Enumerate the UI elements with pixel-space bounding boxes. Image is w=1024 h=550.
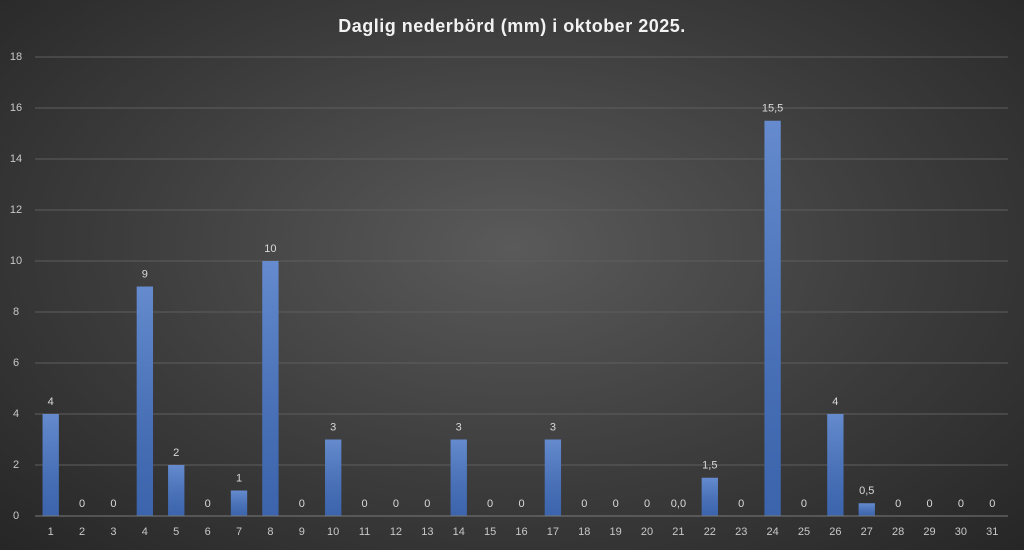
data-label: 0 xyxy=(424,498,430,510)
x-tick-label: 14 xyxy=(453,526,465,538)
bar xyxy=(168,465,185,516)
y-tick-label: 10 xyxy=(10,255,22,267)
x-tick-label: 5 xyxy=(173,526,179,538)
bar xyxy=(262,261,279,516)
data-label: 0 xyxy=(958,498,964,510)
x-tick-label: 7 xyxy=(236,526,242,538)
x-tick-label: 25 xyxy=(798,526,810,538)
data-label: 0 xyxy=(581,498,587,510)
y-tick-label: 14 xyxy=(10,153,22,165)
y-tick-label: 8 xyxy=(13,306,19,318)
y-tick-label: 2 xyxy=(13,459,19,471)
y-tick-label: 18 xyxy=(10,51,22,63)
bar xyxy=(764,120,781,516)
data-label: 2 xyxy=(173,447,179,459)
bar xyxy=(42,414,59,516)
x-tick-label: 28 xyxy=(892,526,904,538)
data-label: 0 xyxy=(362,498,368,510)
data-label: 3 xyxy=(330,421,336,433)
x-tick-label: 30 xyxy=(955,526,967,538)
bar xyxy=(450,439,467,516)
x-tick-label: 22 xyxy=(704,526,716,538)
data-label: 0 xyxy=(518,498,524,510)
x-tick-label: 4 xyxy=(142,526,148,538)
y-tick-label: 6 xyxy=(13,357,19,369)
data-label: 0 xyxy=(895,498,901,510)
bar xyxy=(325,439,342,516)
x-tick-label: 2 xyxy=(79,526,85,538)
data-label: 9 xyxy=(142,268,148,280)
data-label: 4 xyxy=(48,396,54,408)
x-tick-label: 9 xyxy=(299,526,305,538)
x-tick-label: 3 xyxy=(110,526,116,538)
y-tick-label: 0 xyxy=(13,510,19,522)
x-tick-label: 23 xyxy=(735,526,747,538)
x-tick-label: 1 xyxy=(48,526,54,538)
chart-title: Daglig nederbörd (mm) i oktober 2025. xyxy=(338,16,686,36)
bar xyxy=(230,490,248,516)
data-label: 0 xyxy=(393,498,399,510)
x-tick-label: 21 xyxy=(672,526,684,538)
data-label: 0,0 xyxy=(671,498,686,510)
data-label: 0,5 xyxy=(859,485,874,497)
x-tick-label: 16 xyxy=(515,526,527,538)
data-label: 0 xyxy=(738,498,744,510)
data-label: 0 xyxy=(613,498,619,510)
x-tick-label: 11 xyxy=(359,526,370,538)
data-label: 0 xyxy=(299,498,305,510)
x-tick-label: 18 xyxy=(578,526,590,538)
x-tick-label: 19 xyxy=(610,526,622,538)
x-tick-label: 10 xyxy=(327,526,339,538)
y-tick-label: 4 xyxy=(13,408,19,420)
data-label: 4 xyxy=(832,396,838,408)
data-label: 15,5 xyxy=(762,103,783,115)
data-label: 0 xyxy=(487,498,493,510)
x-tick-label: 27 xyxy=(861,526,873,538)
bar xyxy=(544,439,562,516)
x-tick-label: 15 xyxy=(484,526,496,538)
data-label: 0 xyxy=(205,498,211,510)
x-tick-label: 29 xyxy=(923,526,935,538)
x-tick-label: 17 xyxy=(547,526,559,538)
x-tick-label: 26 xyxy=(829,526,841,538)
data-label: 0 xyxy=(926,498,932,510)
data-label: 3 xyxy=(550,421,556,433)
data-label: 0 xyxy=(644,498,650,510)
data-label: 10 xyxy=(264,243,276,255)
x-tick-label: 13 xyxy=(421,526,433,538)
data-label: 0 xyxy=(989,498,995,510)
data-label: 0 xyxy=(79,498,85,510)
data-label: 1,5 xyxy=(702,460,717,472)
bar xyxy=(827,414,844,516)
y-tick-label: 16 xyxy=(10,102,22,114)
y-tick-label: 12 xyxy=(10,204,22,216)
data-label: 0 xyxy=(801,498,807,510)
x-tick-label: 12 xyxy=(390,526,402,538)
data-label: 0 xyxy=(110,498,116,510)
bar xyxy=(136,286,154,516)
data-label: 3 xyxy=(456,421,462,433)
data-label: 1 xyxy=(236,472,242,484)
x-tick-label: 31 xyxy=(986,526,998,538)
x-tick-label: 20 xyxy=(641,526,653,538)
bar xyxy=(858,503,875,516)
x-tick-label: 24 xyxy=(766,526,778,538)
x-tick-label: 8 xyxy=(267,526,273,538)
bar xyxy=(701,477,718,516)
x-tick-label: 6 xyxy=(205,526,211,538)
